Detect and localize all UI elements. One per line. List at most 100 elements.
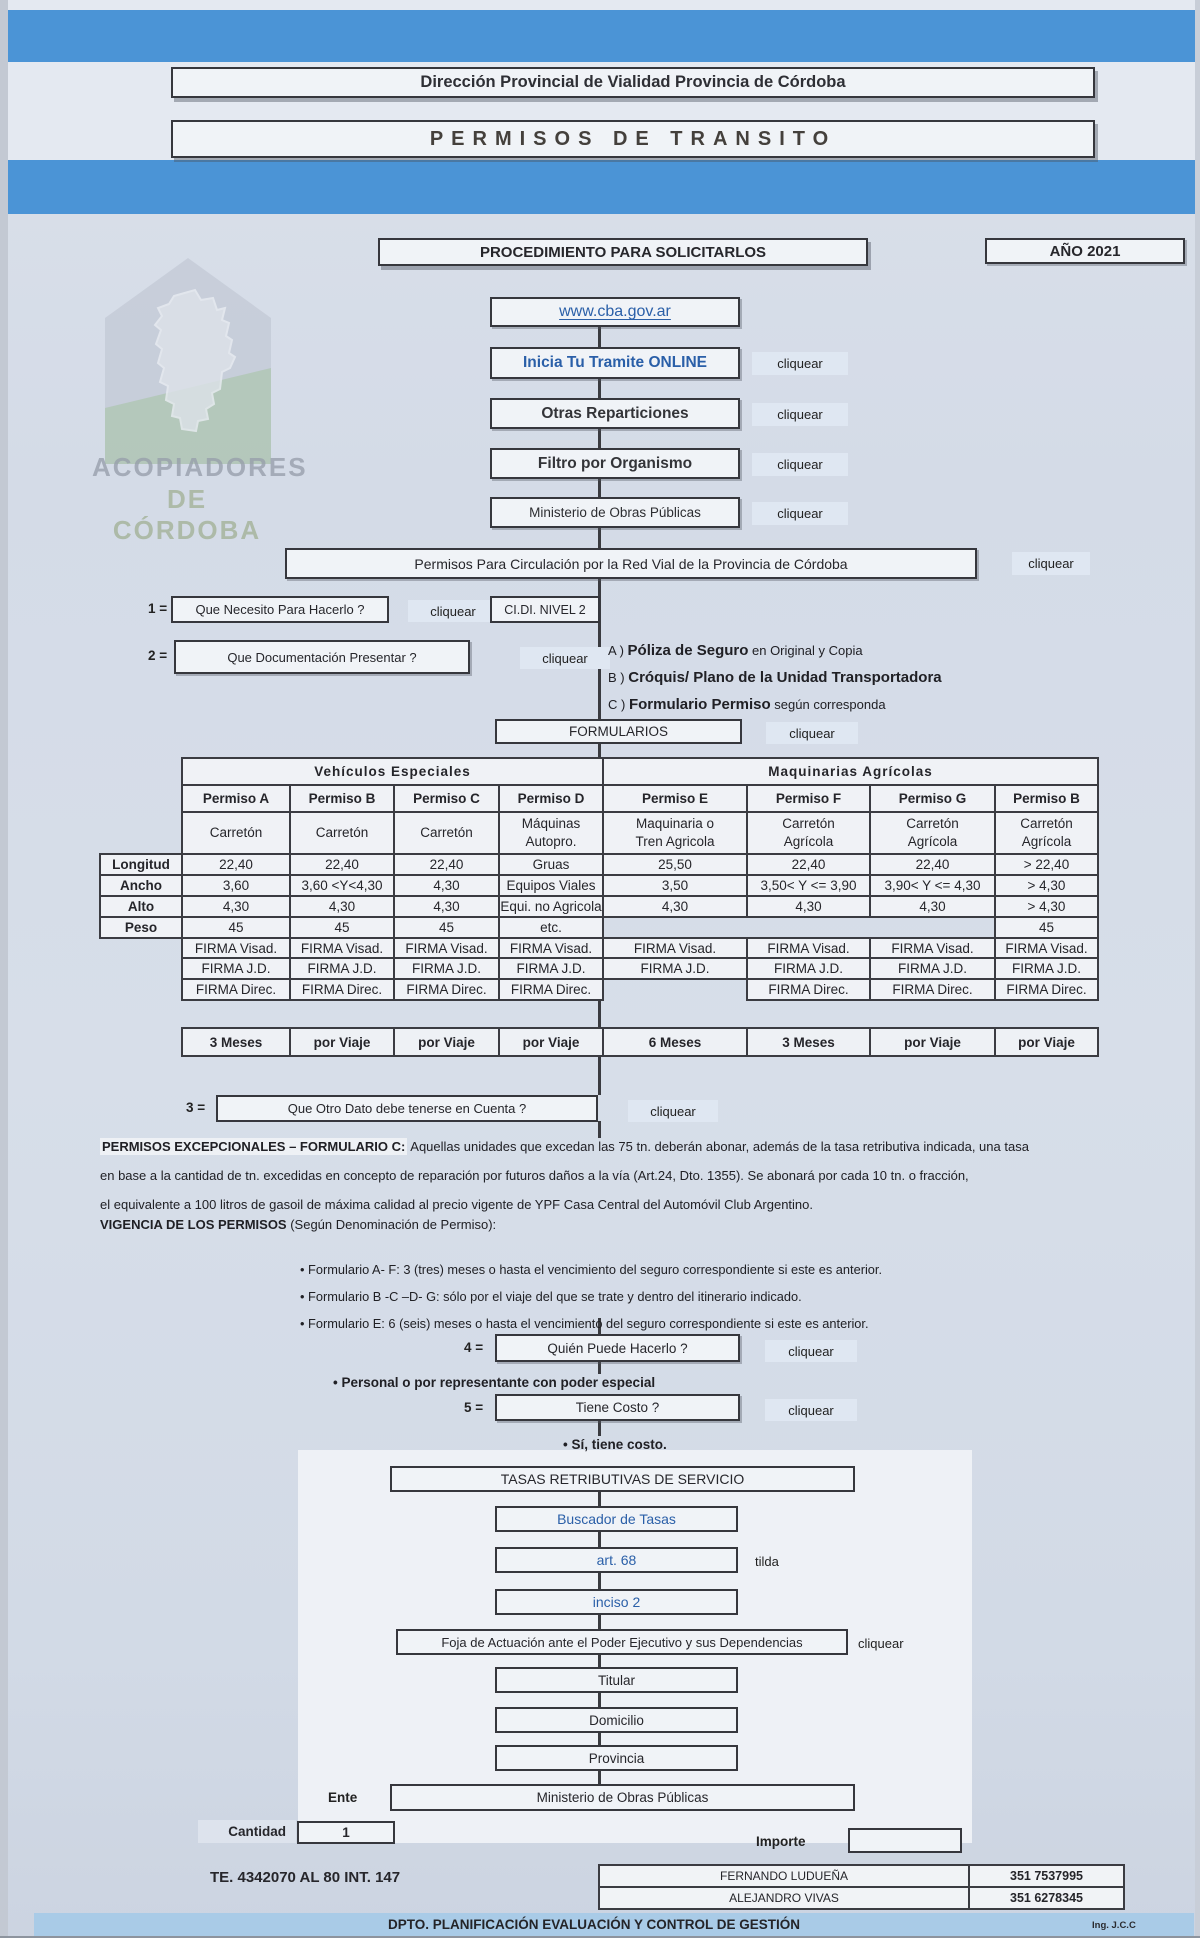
flow-step-ministerio: Ministerio de Obras Públicas <box>490 497 740 528</box>
exceptional-title: PERMISOS EXCEPCIONALES – FORMULARIO C: <box>100 1138 408 1155</box>
titular-label: Titular <box>597 1672 635 1688</box>
alto-cell: 4,30 <box>289 895 395 918</box>
cliquear-label: cliquear <box>752 403 848 426</box>
vigencia-title-bold: VIGENCIA DE LOS PERMISOS <box>100 1217 287 1232</box>
longitud-cell: 22,40 <box>289 853 395 876</box>
foja-actuacion-box: Foja de Actuación ante el Poder Ejecutiv… <box>396 1629 848 1655</box>
flow-step-filtro-organismo: Filtro por Organismo <box>490 448 740 479</box>
question3-number: 3 = <box>186 1100 206 1115</box>
cliquear-text: cliquear <box>789 725 835 741</box>
firma-cell: FIRMA Visad. <box>181 937 291 959</box>
peso-cell-empty <box>747 917 870 938</box>
firma-cell: FIRMA J.D. <box>393 957 500 980</box>
peso-cell-empty <box>870 917 995 938</box>
contact-phone: 351 6278345 <box>968 1886 1125 1910</box>
doc-rest-text: según corresponda <box>770 697 886 712</box>
alto-cell: Equi. no Agricola <box>498 895 604 918</box>
cliquear-label: cliquear <box>752 502 848 525</box>
alto-cell: 4,30 <box>393 895 500 918</box>
alto-cell: > 4,30 <box>994 895 1099 918</box>
firma-cell: FIRMA Direc. <box>994 978 1099 1001</box>
vehicle-type-cell: Maquinaria o Tren Agricola <box>602 811 748 855</box>
exceptional-text: Aquellas unidades que excedan las 75 tn.… <box>407 1139 1029 1154</box>
cliquear-text: cliquear <box>858 1635 904 1651</box>
second-blue-band <box>6 160 1196 214</box>
contact-name: FERNANDO LUDUEÑA <box>598 1864 970 1888</box>
exceptional-paragraph-line1: PERMISOS EXCEPCIONALES – FORMULARIO C: A… <box>100 1138 1029 1155</box>
agency-title-box: Dirección Provincial de Vialidad Provinc… <box>171 67 1095 98</box>
cliquear-label: cliquear <box>765 1340 857 1362</box>
flow-connector-line <box>598 1318 601 1334</box>
cliquear-text: cliquear <box>788 1343 834 1359</box>
flow-step-label: Ministerio de Obras Públicas <box>529 505 701 520</box>
cliquear-label: cliquear <box>1012 552 1090 575</box>
vehicle-type-cell: Carretón <box>289 811 395 855</box>
website-link: www.cba.gov.ar <box>559 303 671 320</box>
firma-cell: FIRMA J.D. <box>746 957 871 980</box>
articulo-box: art. 68 <box>495 1547 738 1573</box>
watermark-line2: DE CÓRDOBA <box>112 484 262 545</box>
question3-box: Que Otro Dato debe tenerse en Cuenta ? <box>216 1095 598 1122</box>
domicilio-label: Domicilio <box>589 1712 644 1728</box>
firma-cell-empty <box>603 979 747 1000</box>
firma-cell: FIRMA J.D. <box>289 957 395 980</box>
row-label-alto: Alto <box>99 895 183 918</box>
cantidad-label-strip: Cantidad <box>198 1820 296 1843</box>
header-light-zone <box>6 0 1196 10</box>
firma-cell: FIRMA Direc. <box>289 978 395 1001</box>
firma-cell: FIRMA J.D. <box>602 957 748 980</box>
cliquear-text: cliquear <box>777 356 823 371</box>
cliquear-text: cliquear <box>1028 556 1074 571</box>
ancho-cell: 4,30 <box>393 874 500 897</box>
longitud-cell: 22,40 <box>869 853 996 876</box>
peso-cell: 45 <box>181 916 291 939</box>
cliquear-label: cliquear <box>766 722 858 744</box>
ancho-cell: 3,50< Y <= 3,90 <box>746 874 871 897</box>
flow-connector-line <box>598 1055 601 1095</box>
cliquear-label: cliquear <box>628 1100 718 1122</box>
ancho-cell: 3,50 <box>602 874 748 897</box>
question5-label: Tiene Costo ? <box>575 1400 660 1415</box>
year-label: AÑO 2021 <box>1049 242 1121 260</box>
flow-step-inicia-tramite: Inicia Tu Tramite ONLINE <box>490 347 740 379</box>
flow-connector-line <box>598 327 601 757</box>
cantidad-label: Cantidad <box>228 1824 286 1839</box>
cantidad-value-box: 1 <box>297 1821 395 1844</box>
vehicle-type-cell: Carretón Agrícola <box>869 811 996 855</box>
cliquear-label: cliquear <box>752 453 848 476</box>
buscador-tasas-box: Buscador de Tasas <box>495 1506 738 1532</box>
validity-cell: 6 Meses <box>602 1027 748 1057</box>
question4-number: 4 = <box>464 1340 484 1355</box>
question2-box: Que Documentación Presentar ? <box>174 640 470 674</box>
validity-cell: por Viaje <box>869 1027 996 1057</box>
flow-connector-line <box>598 1121 601 1138</box>
importe-label: Importe <box>756 1834 806 1849</box>
group-header-vehiculos: Vehículos Especiales <box>181 757 604 786</box>
question5-note: • Sí, tiene costo. <box>563 1437 667 1452</box>
validity-row: 3 Meses por Viaje por Viaje por Viaje 6 … <box>181 1027 1099 1057</box>
firma-cell: FIRMA Direc. <box>746 978 871 1001</box>
vehicle-type-cell: Carretón <box>393 811 500 855</box>
flow-connector-line <box>598 1419 601 1436</box>
firma-cell: FIRMA J.D. <box>869 957 996 980</box>
row-label-ancho: Ancho <box>99 874 183 897</box>
contact-phone: 351 7537995 <box>968 1864 1125 1888</box>
doc-item-a: A ) Póliza de Seguro en Original y Copia <box>608 642 863 659</box>
row-label-longitud: Longitud <box>99 853 183 876</box>
cidi-nivel-tag: CI.DI. NIVEL 2 <box>504 602 586 617</box>
longitud-cell: > 22,40 <box>994 853 1099 876</box>
permit-col-header: Permiso B <box>994 784 1099 813</box>
vehicle-type-cell: Carretón Agrícola <box>746 811 871 855</box>
top-blue-band <box>6 10 1196 62</box>
row-label-peso: Peso <box>99 916 183 939</box>
cliquear-text: cliquear <box>542 650 588 666</box>
firma-cell: FIRMA Direc. <box>393 978 500 1001</box>
flow-step-permisos-circulacion: Permisos Para Circulación por la Red Via… <box>285 548 977 579</box>
question1-box: Que Necesito Para Hacerlo ? <box>171 596 389 623</box>
document-title-box: PERMISOS DE TRANSITO <box>171 120 1095 158</box>
vehicle-type-cell: Carretón Agrícola <box>994 811 1099 855</box>
doc-prefix: A ) <box>608 643 624 658</box>
website-box: www.cba.gov.ar <box>490 297 740 327</box>
longitud-cell: Gruas <box>498 853 604 876</box>
